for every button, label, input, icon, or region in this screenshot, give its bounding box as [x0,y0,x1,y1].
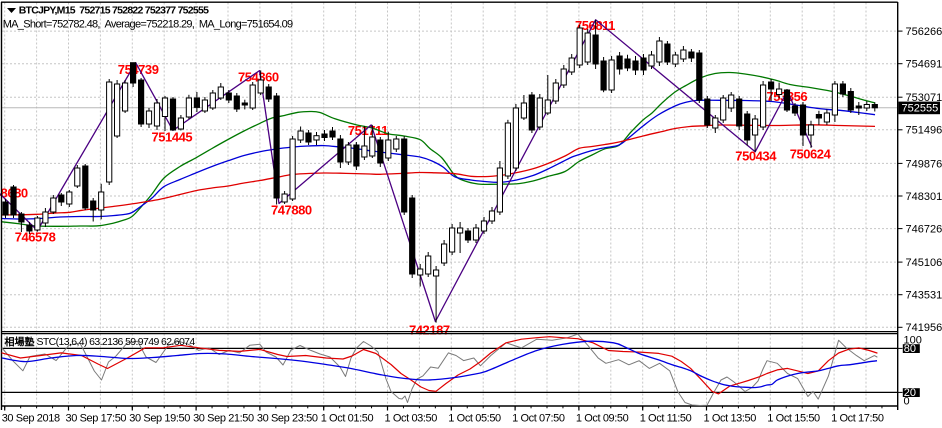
svg-text:30 Sep 19:50: 30 Sep 19:50 [129,413,190,425]
svg-text:1 Oct 05:50: 1 Oct 05:50 [448,413,501,425]
svg-text:743531: 743531 [906,290,942,302]
svg-text:753071: 753071 [906,92,942,104]
svg-text:1 Oct 01:50: 1 Oct 01:50 [321,413,374,425]
svg-text:相場塾: 相場塾 [5,335,35,348]
svg-text:751445: 751445 [152,130,193,145]
svg-text:0: 0 [904,396,910,408]
svg-text:30 Sep 2018: 30 Sep 2018 [2,413,60,425]
svg-text:741956: 741956 [906,322,942,334]
svg-text:749876: 749876 [906,158,942,170]
svg-text:30 Sep 17:50: 30 Sep 17:50 [66,413,127,425]
svg-text:1 Oct 17:50: 1 Oct 17:50 [831,413,884,425]
svg-text:80: 80 [904,343,916,355]
svg-text:MA_Short=752782.48, Average=7: MA_Short=752782.48, Average=752218.29, M… [3,19,293,31]
svg-text:1 Oct 15:50: 1 Oct 15:50 [767,413,820,425]
svg-text:754691: 754691 [906,59,942,71]
svg-text:746726: 746726 [906,224,942,236]
svg-text:1 Oct 11:50: 1 Oct 11:50 [640,413,692,425]
svg-text:754360: 754360 [238,69,279,84]
svg-text:BTCJPY,M15 752715 752822 7523: BTCJPY,M15 752715 752822 752377 752555 [19,5,209,17]
svg-text:748301: 748301 [906,191,942,203]
svg-text:754739: 754739 [118,62,159,77]
svg-text:30 Sep 21:50: 30 Sep 21:50 [193,413,254,425]
svg-text:1 Oct 03:50: 1 Oct 03:50 [385,413,438,425]
svg-text:100: 100 [904,334,922,346]
svg-text:751711: 751711 [348,123,388,138]
svg-text:750434: 750434 [735,149,777,164]
svg-text:STC(13,6,4) 63.2136 59.9749 62: STC(13,6,4) 63.2136 59.9749 62.6074 [37,336,196,348]
svg-text:30 Sep 23:50: 30 Sep 23:50 [257,413,318,425]
svg-text:1 Oct 13:50: 1 Oct 13:50 [704,413,757,425]
svg-text:750624: 750624 [790,147,832,162]
svg-text:752555: 752555 [902,103,939,115]
svg-text:756266: 756266 [906,26,942,38]
svg-text:1 Oct 09:50: 1 Oct 09:50 [576,413,629,425]
svg-text:742187: 742187 [409,322,450,337]
svg-text:20: 20 [904,387,916,399]
svg-text:745106: 745106 [906,257,942,269]
svg-text:746578: 746578 [15,229,56,244]
svg-text:751496: 751496 [906,125,942,137]
svg-text:747880: 747880 [271,203,312,218]
svg-text:1 Oct 07:50: 1 Oct 07:50 [512,413,565,425]
